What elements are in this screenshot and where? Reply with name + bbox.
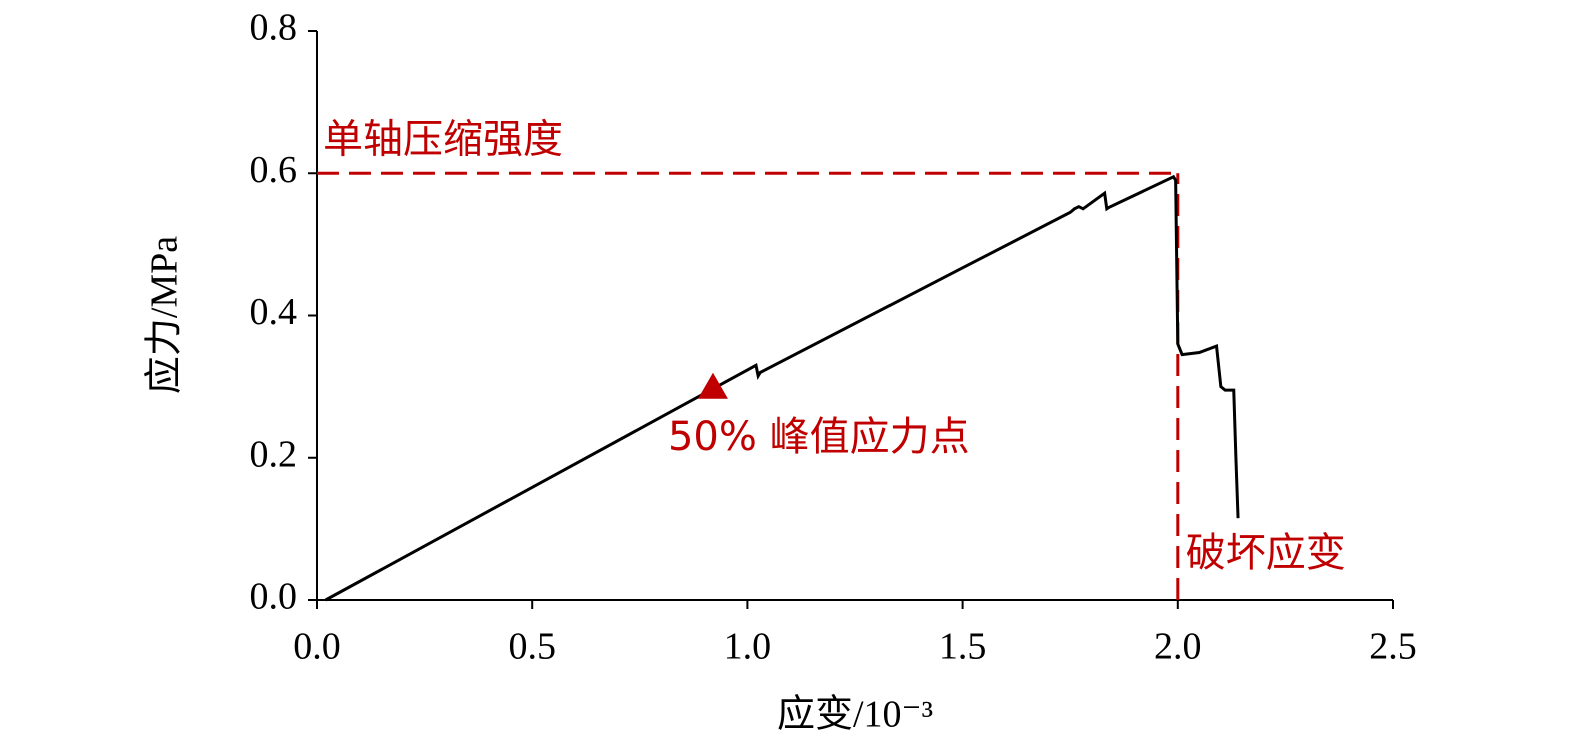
x-tick-label: 2.5	[1369, 626, 1417, 668]
marker	[697, 372, 728, 399]
y-tick-label: 0.4	[250, 291, 298, 333]
x-tick-label: 0.5	[508, 626, 556, 668]
y-tick-label: 0.0	[250, 576, 298, 618]
data-line	[324, 174, 1240, 602]
y-tick-label: 0.8	[250, 7, 298, 49]
annotation: 破坏应变	[1186, 530, 1346, 576]
x-tick-label: 0.0	[293, 626, 341, 668]
y-tick-label: 0.6	[250, 149, 298, 191]
y-tick-label: 0.2	[250, 433, 298, 475]
x-tick-label: 1.0	[724, 626, 772, 668]
x-tick-label: 1.5	[939, 626, 987, 668]
annotation: 单轴压缩强度	[323, 116, 563, 162]
x-tick-label: 2.0	[1154, 626, 1202, 668]
y-axis-title: 应力/MPa	[144, 236, 186, 394]
annotation: 50% 峰值应力点	[668, 414, 970, 460]
x-axis-title: 应变/10⁻³	[777, 694, 933, 736]
